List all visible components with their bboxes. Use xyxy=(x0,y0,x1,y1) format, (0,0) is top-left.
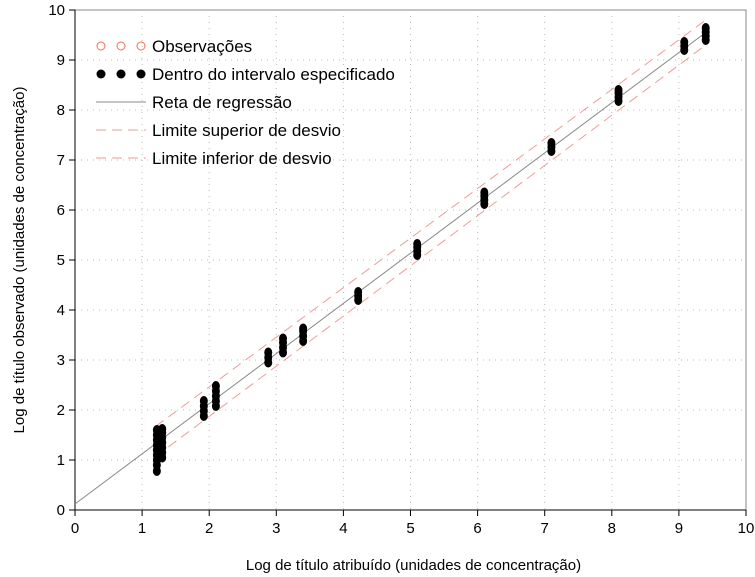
x-axis-title: Log de título atribuído (unidades de con… xyxy=(246,557,581,574)
data-point xyxy=(264,348,272,358)
legend-label: Limite superior de desvio xyxy=(152,121,341,140)
legend-label: Limite inferior de desvio xyxy=(152,149,332,168)
y-tick-label: 7 xyxy=(57,152,65,169)
data-point xyxy=(354,287,362,297)
x-tick-label: 5 xyxy=(406,520,414,537)
legend-label: Observações xyxy=(152,37,252,56)
y-tick-label: 3 xyxy=(57,352,65,369)
legend-marker-filled-circle xyxy=(97,70,106,79)
data-point xyxy=(615,85,623,95)
x-tick-label: 3 xyxy=(272,520,280,537)
x-tick-label: 2 xyxy=(205,520,213,537)
data-point xyxy=(212,381,220,391)
y-tick-label: 10 xyxy=(48,2,65,19)
x-tick-label: 0 xyxy=(71,520,79,537)
y-tick-label: 0 xyxy=(57,502,65,519)
legend-marker-filled-circle xyxy=(117,70,126,79)
x-tick-label: 1 xyxy=(138,520,146,537)
y-axis-title: Log de título observado (unidades de con… xyxy=(11,87,28,434)
data-point xyxy=(158,424,166,434)
x-tick-label: 4 xyxy=(339,520,347,537)
y-tick-label: 4 xyxy=(57,302,65,319)
x-tick-label: 9 xyxy=(675,520,683,537)
data-point xyxy=(200,396,208,406)
y-tick-label: 6 xyxy=(57,202,65,219)
data-point xyxy=(547,138,555,148)
legend-marker-filled-circle xyxy=(137,70,146,79)
data-point xyxy=(680,37,688,47)
data-point xyxy=(702,23,710,33)
data-point xyxy=(299,324,307,334)
x-tick-label: 10 xyxy=(738,520,755,537)
y-tick-label: 1 xyxy=(57,452,65,469)
data-point xyxy=(413,239,421,249)
x-tick-label: 6 xyxy=(473,520,481,537)
y-tick-label: 9 xyxy=(57,52,65,69)
legend-label: Reta de regressão xyxy=(152,93,292,112)
data-point xyxy=(480,188,488,198)
data-point xyxy=(279,334,287,344)
legend-label: Dentro do intervalo especificado xyxy=(152,65,395,84)
x-tick-label: 8 xyxy=(608,520,616,537)
y-tick-label: 2 xyxy=(57,402,65,419)
y-tick-label: 8 xyxy=(57,102,65,119)
x-tick-label: 7 xyxy=(541,520,549,537)
y-tick-label: 5 xyxy=(57,252,65,269)
